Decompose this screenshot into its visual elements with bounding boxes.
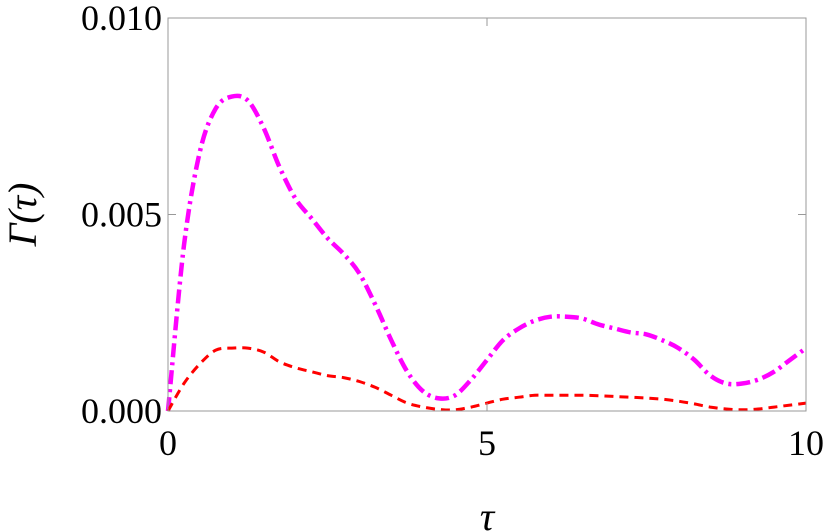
x-tick-label: 0 bbox=[159, 423, 177, 463]
y-axis-label: Γ(τ) bbox=[0, 183, 45, 248]
y-tick-label: 0.010 bbox=[81, 0, 162, 38]
x-axis-label: τ bbox=[480, 494, 496, 532]
series-line-2 bbox=[166, 346, 807, 412]
x-tick-label: 5 bbox=[478, 423, 496, 463]
ticks-layer: 0 5 10 0.000 0.005 0.010 bbox=[81, 0, 824, 463]
series-layer bbox=[165, 93, 808, 412]
series-line-1 bbox=[165, 93, 808, 412]
y-tick-label: 0.005 bbox=[81, 195, 162, 235]
y-tick-label: 0.000 bbox=[81, 391, 162, 431]
x-tick-label: 10 bbox=[788, 423, 824, 463]
